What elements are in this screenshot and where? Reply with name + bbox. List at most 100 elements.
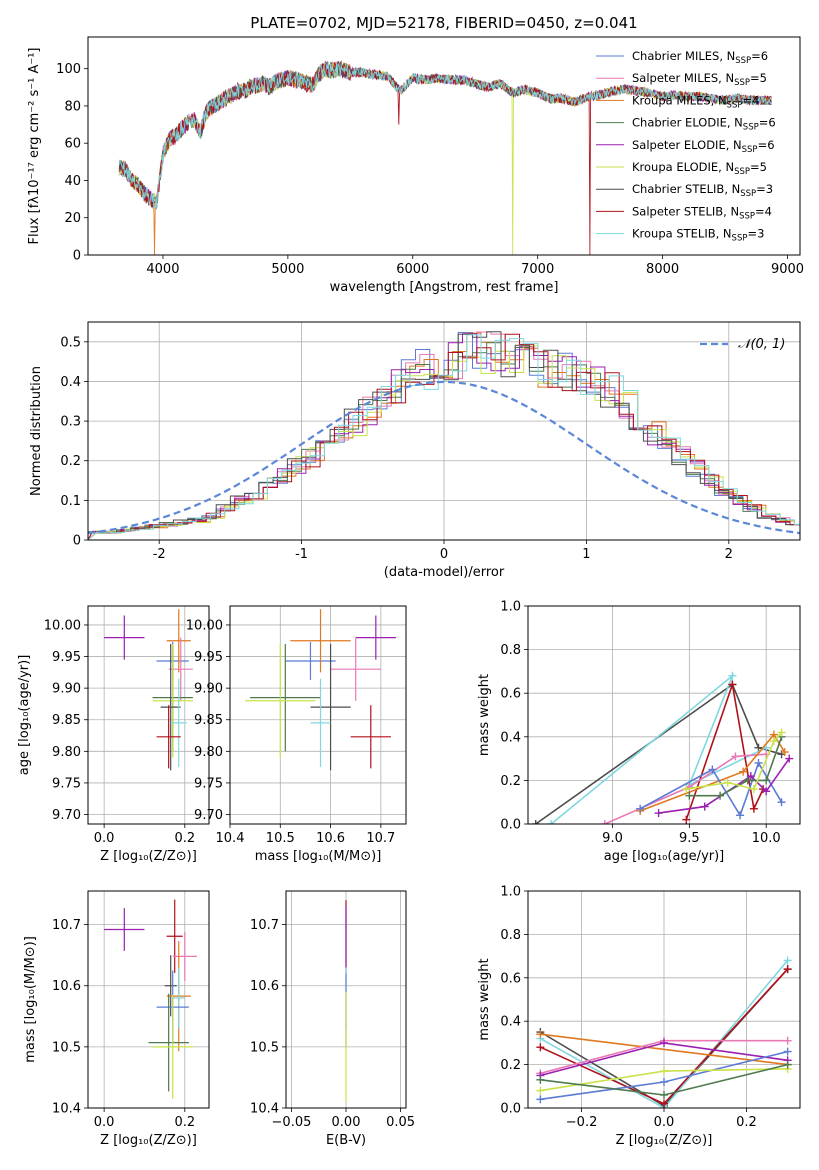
legend-label-tail: =5	[750, 71, 767, 85]
x-axis-label: mass [log₁₀(M/M⊙)]	[255, 849, 382, 864]
weight-line-kroupa-stelib	[550, 673, 767, 824]
x-tick-label: -1	[295, 547, 308, 562]
x-tick-label: 6000	[396, 262, 429, 277]
weight-marker	[736, 811, 745, 820]
errorbars	[245, 609, 396, 771]
weight-marker	[783, 1047, 792, 1056]
y-tick-label: 10.6	[250, 979, 279, 994]
y-tick-label: 0.1	[60, 494, 81, 509]
legend-label-text: Salpeter ELODIE, N	[632, 138, 742, 152]
legend-label-tail: =4	[742, 93, 759, 107]
legend-label-sub: SSP	[740, 189, 756, 199]
legend-label-tail: =5	[750, 160, 767, 174]
y-tick-label: 9.75	[194, 776, 223, 791]
axes-frame	[229, 605, 407, 825]
axes-frame	[87, 321, 801, 541]
y-tick-label: 10.6	[52, 979, 81, 994]
weight-marker	[536, 1095, 545, 1104]
weight-marker	[636, 804, 645, 813]
errorbar-chabrier-stelib	[160, 643, 181, 771]
axes-z_vs_mass: 0.0 0.2 10.4 10.5 10.6 10.7 Z [log₁₀(Z/Z⊙)] mas…	[23, 890, 210, 1148]
weight-marker	[783, 1060, 792, 1069]
spectrum-lines	[118, 60, 772, 255]
errorbar-salpeter-stelib	[350, 705, 391, 769]
weight-marker	[536, 1086, 545, 1095]
y-tick-label: 9.90	[52, 682, 81, 697]
errorbar-kroupa-stelib	[172, 967, 185, 1029]
x-tick-label: 0.0	[94, 831, 115, 846]
weight-marker	[754, 758, 763, 767]
errorbar-kroupa-elodie	[245, 643, 316, 758]
weight-marker	[783, 1036, 792, 1045]
errorbar-salpeter-elodie	[104, 615, 145, 660]
y-tick-label: 0.6	[500, 971, 521, 986]
x-tick-label: 10.7	[366, 831, 395, 846]
y-tick-label: 0.4	[60, 375, 81, 390]
weight-marker	[749, 785, 758, 794]
legend-label: Salpeter STELIB, NSSP=4	[632, 204, 772, 221]
x-axis-label: E(B-V)	[326, 1133, 366, 1148]
weight-marker	[708, 765, 717, 774]
legend-label-tail: =3	[747, 227, 764, 241]
weight-line-salpeter-elodie	[658, 758, 790, 814]
x-tick-label: 0.2	[736, 1115, 757, 1130]
y-tick-label: 0	[73, 534, 81, 549]
errorbars	[104, 899, 197, 1099]
weight-marker	[762, 776, 771, 785]
x-tick-label: 10.6	[316, 831, 345, 846]
y-tick-label: 60	[64, 137, 81, 152]
weight-marker	[731, 752, 740, 761]
legend-label: 𝒩(0, 1)	[738, 337, 785, 352]
axes-frame	[527, 890, 801, 1109]
y-tick-label: 0.4	[500, 730, 521, 745]
weight-marker	[754, 743, 763, 752]
weight-lines	[536, 956, 792, 1108]
x-axis-label: Z [log₁₀(Z/Z⊙)]	[100, 849, 197, 864]
weight-marker	[682, 785, 691, 794]
y-axis-label: Normed distribution	[29, 366, 44, 496]
weight-marker	[660, 1090, 668, 1099]
axes-spectrum: 4000 5000 6000 7000 8000 9000 0 20 40 60 80 100 wave…	[27, 14, 804, 295]
histogram-salpeter-miles	[88, 331, 800, 540]
legend-label: Kroupa STELIB, NSSP=3	[632, 227, 764, 244]
legend-label-tail: =6	[751, 49, 768, 63]
chart-title: PLATE=0702, MJD=52178, FIBERID=0450, z=0…	[250, 14, 637, 32]
x-tick-label: 5000	[271, 262, 304, 277]
y-tick-label: 9.95	[194, 650, 223, 665]
legend-label-sub: SSP	[734, 167, 750, 177]
y-tick-label: 10.5	[250, 1040, 279, 1055]
weight-marker	[536, 1043, 545, 1052]
axes-frame	[285, 890, 407, 1109]
x-tick-label: 0.2	[174, 1115, 195, 1130]
y-tick-label: 9.75	[52, 776, 81, 791]
histogram-salpeter-stelib	[88, 333, 800, 540]
weight-marker	[780, 748, 789, 757]
legend-label-text: Salpeter MILES, N	[632, 71, 734, 85]
x-tick-label: 9.5	[679, 831, 700, 846]
weight-marker	[777, 728, 786, 737]
x-tick-label: 9000	[771, 262, 804, 277]
legend-label-text: Chabrier STELIB, N	[632, 182, 740, 196]
legend-label-text: Kroupa ELODIE, N	[632, 160, 734, 174]
x-tick-label: −0.2	[566, 1115, 598, 1130]
y-tick-label: 9.95	[52, 650, 81, 665]
legend-label: Salpeter MILES, NSSP=5	[632, 71, 767, 88]
errorbar-kroupa-stelib	[310, 678, 331, 768]
y-tick-label: 0.8	[500, 643, 521, 658]
x-tick-label: 8000	[646, 262, 679, 277]
x-tick-label: 0.0	[94, 1115, 115, 1130]
axes-residual_histogram: -2 -1 0 1 2 0 0.1 0.2 0.3 0.4 0.5 (data-model)/erro…	[29, 321, 801, 580]
histogram-salpeter-elodie	[88, 333, 800, 540]
legend-label-sub: SSP	[739, 211, 755, 221]
weight-marker	[783, 965, 792, 974]
y-tick-label: 0.2	[500, 1058, 521, 1073]
weight-line-kroupa-miles	[540, 1033, 788, 1066]
errorbar-salpeter-elodie	[104, 908, 145, 951]
errorbar-salpeter-miles	[172, 931, 197, 981]
y-tick-label: 100	[56, 62, 81, 77]
spectrum-line-kroupa-stelib	[118, 61, 772, 209]
legend-label-sub: SSP	[734, 78, 750, 88]
errorbar-chabrier-elodie	[148, 993, 189, 1092]
x-tick-label: 0.0	[654, 1115, 675, 1130]
axes-frame	[87, 605, 210, 825]
